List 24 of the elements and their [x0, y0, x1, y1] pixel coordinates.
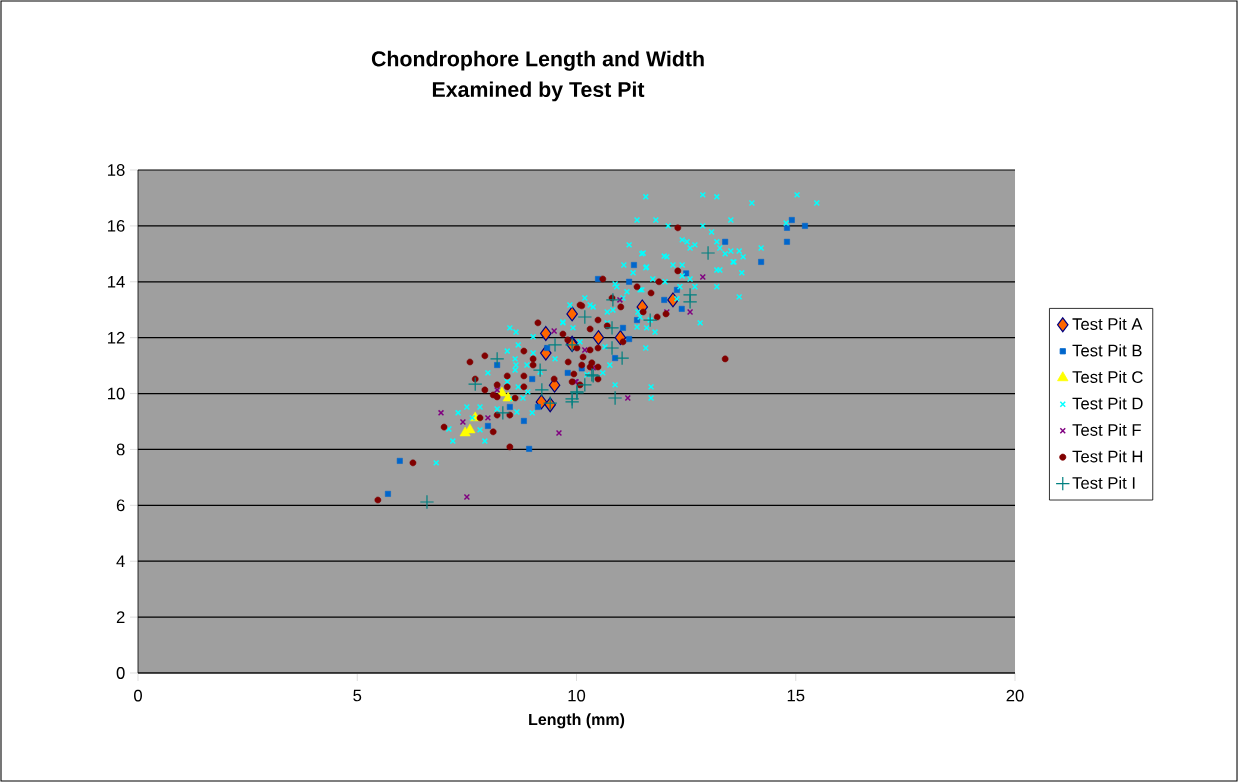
y-tick-label: 4: [116, 555, 125, 567]
legend-label: Test Pit F: [1072, 423, 1141, 436]
x-tick-label: 20: [1006, 689, 1024, 702]
legend-label: Test Pit B: [1072, 344, 1142, 357]
y-tick-label: 18: [108, 164, 125, 176]
y-tick-label: 16: [108, 220, 125, 232]
legend-label: Test Pit D: [1072, 397, 1143, 410]
x-tick-label: 0: [134, 689, 142, 702]
x-tick-label: 10: [568, 689, 586, 702]
legend-label: Test Pit C: [1072, 370, 1143, 383]
chart-title: Chondrophore Length and Width Examined by Test Pit: [371, 50, 704, 102]
legend-label: Test Pit H: [1072, 450, 1143, 463]
x-tick-label: 15: [787, 689, 805, 702]
legend-label: Test Pit A: [1072, 317, 1143, 330]
y-tick-label: 6: [116, 499, 125, 512]
y-tick-label: 14: [108, 276, 125, 288]
y-tick-label: 10: [108, 387, 125, 400]
y-tick-label: 0: [116, 667, 125, 679]
y-tick-label: 2: [116, 611, 125, 623]
legend-label: Test Pit I: [1072, 476, 1135, 489]
y-tick-label: 8: [116, 443, 125, 456]
x-tick-label: 5: [353, 689, 362, 702]
y-tick-label: 12: [108, 331, 125, 344]
x-axis-title: Length (mm): [529, 713, 625, 729]
